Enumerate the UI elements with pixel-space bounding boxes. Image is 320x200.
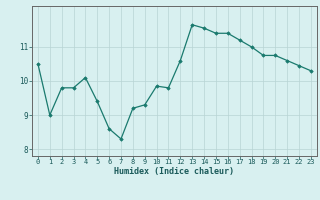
X-axis label: Humidex (Indice chaleur): Humidex (Indice chaleur) (115, 167, 234, 176)
